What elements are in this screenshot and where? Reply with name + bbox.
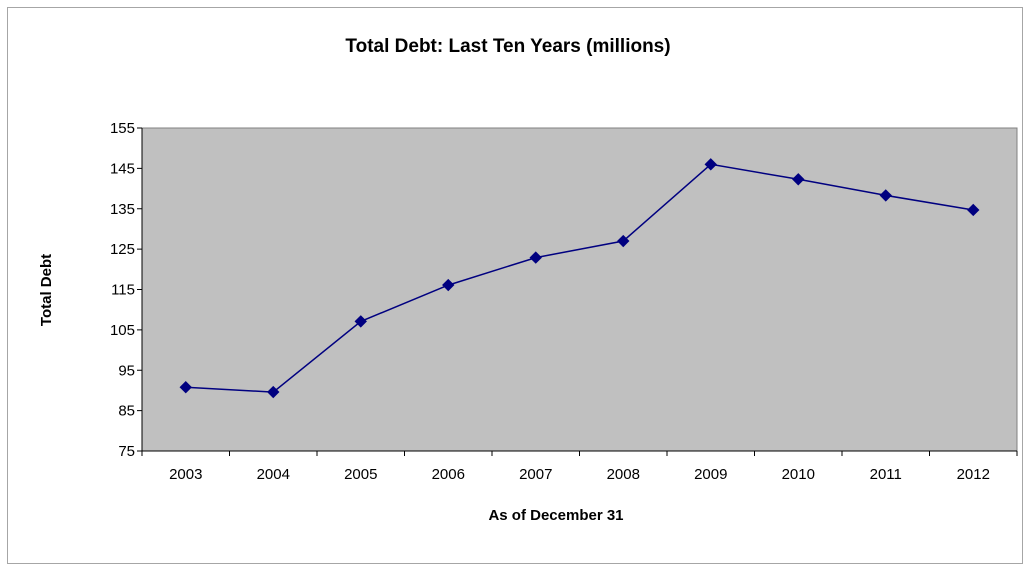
x-tick-label: 2010 [782,466,815,483]
y-tick-label: 105 [110,322,135,339]
data-point-marker [442,278,455,292]
y-tick-label: 145 [110,160,135,177]
y-tick-label: 125 [110,241,135,258]
y-tick-label: 85 [118,403,135,420]
series-markers [179,158,980,399]
data-point-marker [967,203,980,217]
x-axis: 2003 2004 2005 2006 2007 2008 2009 2010 2011 2012 [141,450,1018,483]
data-point-marker [267,385,280,399]
y-tick-label: 75 [118,443,135,460]
y-tick-label: 135 [110,201,135,218]
data-point-marker [529,251,542,264]
x-tick-label: 2004 [257,466,290,483]
data-point-marker [704,158,717,171]
x-tick-label: 2007 [519,466,552,483]
y-tick-label: 155 [110,120,135,137]
data-point-marker [879,189,892,202]
x-tick-label: 2008 [607,466,640,483]
data-point-marker [617,234,630,248]
x-axis-title: As of December 31 [488,507,623,524]
data-point-marker [354,315,367,328]
y-axis-title: Total Debt [38,254,55,326]
y-tick-label: 115 [111,282,135,299]
y-tick-label: 95 [118,362,135,379]
data-point-marker [792,173,805,186]
x-tick-label: 2011 [870,466,902,483]
x-tick-label: 2009 [694,466,727,483]
series-line [185,163,974,393]
x-tick-label: 2005 [344,466,377,483]
y-axis: 75 85 95 105 115 125 135 145 155 [110,120,143,460]
x-tick-label: 2012 [957,466,990,483]
x-tick-label: 2003 [169,466,202,483]
x-tick-label: 2006 [432,466,465,483]
chart-title: Total Debt: Last Ten Years (millions) [345,36,670,57]
plot-area [141,127,1018,452]
data-point-marker [179,381,192,394]
